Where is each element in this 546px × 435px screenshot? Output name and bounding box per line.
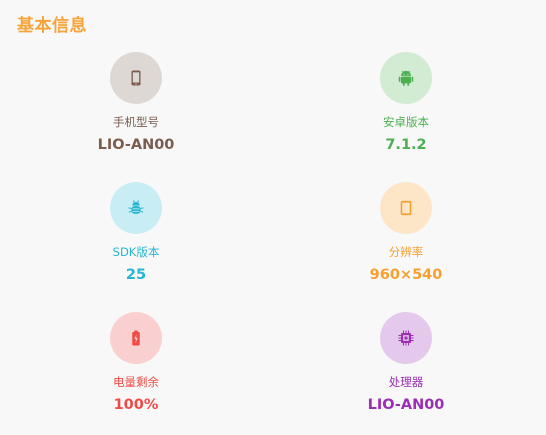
phone-model-icon-circle [110,52,162,104]
phone-model-label: 手机型号 [113,115,159,129]
android-version-icon-circle [380,52,432,104]
processor-value: LIO-AN00 [367,397,445,413]
info-item-android-version: 安卓版本 7.1.2 [326,52,486,153]
resolution-value: 960×540 [369,267,443,283]
processor-label: 处理器 [388,375,424,389]
battery-charging-icon [127,329,145,347]
battery-value: 100% [113,397,159,413]
processor-icon-circle [380,312,432,364]
android-version-label: 安卓版本 [383,115,429,129]
sdk-version-value: 25 [125,267,147,283]
info-item-processor: 处理器 LIO-AN00 [326,312,486,413]
resolution-label: 分辨率 [388,245,424,259]
resolution-icon-circle [380,182,432,234]
info-item-sdk-version: SDK版本 25 [56,182,216,283]
bug-icon [126,198,146,218]
chip-icon [396,328,416,348]
battery-icon-circle [110,312,162,364]
info-item-battery: 电量剩余 100% [56,312,216,413]
sdk-version-icon-circle [110,182,162,234]
battery-label: 电量剩余 [113,375,159,389]
smartphone-icon [127,69,145,87]
info-item-phone-model: 手机型号 LIO-AN00 [56,52,216,153]
tablet-icon [397,199,415,217]
phone-model-value: LIO-AN00 [97,137,175,153]
android-icon [396,68,416,88]
sdk-version-label: SDK版本 [112,245,160,259]
section-title: 基本信息 [17,16,87,36]
info-item-resolution: 分辨率 960×540 [326,182,486,283]
android-version-value: 7.1.2 [385,137,427,153]
